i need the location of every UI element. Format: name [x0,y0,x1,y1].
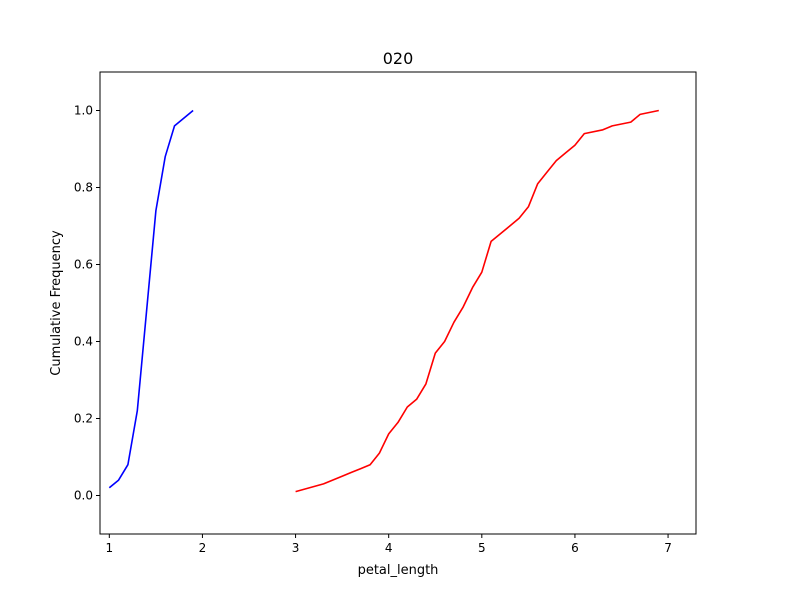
y-axis-label: Cumulative Frequency [49,230,64,376]
series-line-2 [295,109,659,493]
x-axis-label: petal_length [358,563,439,578]
x-tick-label: 6 [571,541,579,555]
y-tick-label: 0.4 [74,335,93,349]
x-tick-label: 2 [199,541,207,555]
x-axis-ticks: 1 2 3 4 5 6 7 [105,534,672,555]
x-tick-label: 5 [478,541,486,555]
y-tick-label: 0.8 [74,181,93,195]
x-tick-label: 7 [664,541,672,555]
y-tick-label: 0.2 [74,412,93,426]
x-tick-label: 3 [292,541,300,555]
y-tick-label: 0.0 [74,489,93,503]
series-layer [108,109,659,493]
x-tick-label: 1 [105,541,113,555]
y-tick-label: 1.0 [74,104,93,118]
chart-title: 020 [383,49,414,68]
series-line-1 [108,109,194,489]
plot-frame [99,71,697,535]
y-axis-ticks: 0.0 0.2 0.4 0.6 0.8 1.0 [74,104,100,503]
y-tick-label: 0.6 [74,258,93,272]
x-tick-label: 4 [385,541,393,555]
